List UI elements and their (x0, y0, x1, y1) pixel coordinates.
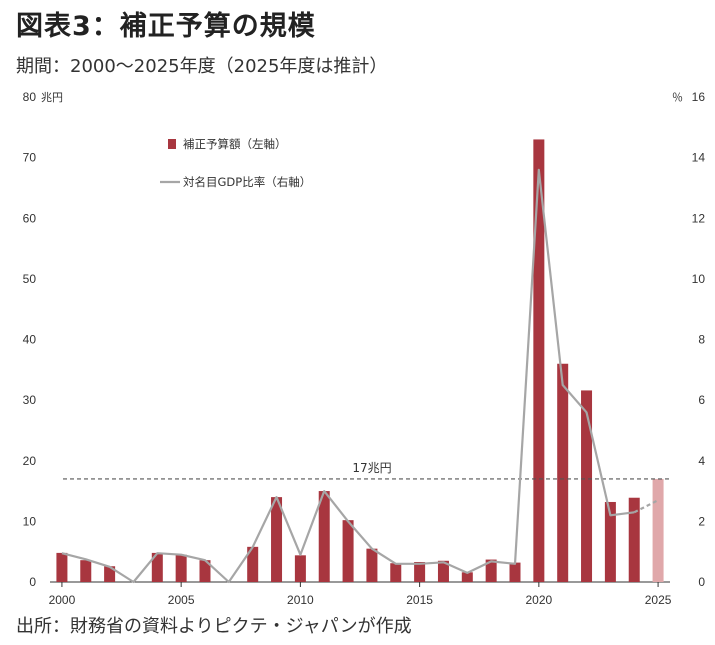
left-axis-tick-label: 70 (23, 151, 37, 165)
left-axis-tick-label: 80 (23, 90, 37, 104)
left-axis-tick-label: 30 (23, 393, 37, 407)
bar (199, 560, 211, 582)
left-axis-tick-label: 10 (23, 514, 37, 528)
left-axis-unit: 兆円 (41, 91, 63, 104)
x-axis-tick-label: 2025 (645, 593, 672, 607)
right-axis-unit: ％ (672, 91, 683, 104)
x-axis-tick-label: 2015 (406, 593, 433, 607)
bar-estimate (652, 478, 664, 582)
right-axis-tick-label: 6 (698, 393, 705, 407)
left-axis-tick-label: 0 (29, 575, 36, 589)
legend: 補正予算額（左軸） 対名目GDP比率（右軸） (160, 137, 311, 189)
left-axis-tick-label: 40 (23, 333, 37, 347)
bar (247, 546, 259, 582)
bars-layer (56, 139, 664, 582)
right-axis-tick-label: 14 (692, 151, 706, 165)
gdp-ratio-line-estimate (633, 499, 659, 514)
right-axis-tick-label: 8 (698, 333, 705, 347)
source-note: 出所：財務省の資料よりピクテ・ジャパンが作成 (16, 616, 412, 637)
bar (461, 572, 473, 582)
left-axis-tick-label: 60 (23, 211, 37, 225)
bar (485, 559, 497, 582)
bar (318, 491, 330, 582)
bar (509, 562, 521, 582)
chart-title: 図表3：補正予算の規模 (16, 11, 316, 42)
x-axis-tick-label: 2020 (525, 593, 552, 607)
right-axis-tick-label: 10 (692, 272, 706, 286)
bar (271, 497, 283, 582)
right-axis-tick-label: 12 (692, 211, 706, 225)
left-axis-tick-label: 20 (23, 454, 37, 468)
bar (80, 560, 92, 582)
x-axis-tick-label: 2005 (168, 593, 195, 607)
line-layer (61, 168, 659, 584)
x-axis-tick-label: 2010 (287, 593, 314, 607)
legend-label-bar: 補正予算額（左軸） (183, 137, 287, 151)
bar (533, 139, 545, 582)
bar (175, 554, 187, 582)
bar (390, 563, 402, 582)
legend-label-line: 対名目GDP比率（右軸） (183, 175, 311, 189)
chart-subtitle: 期間：2000～2025年度（2025年度は推計） (16, 56, 388, 77)
bar (294, 555, 306, 582)
bar (581, 390, 593, 582)
right-axis-tick-label: 16 (692, 90, 706, 104)
legend-swatch-bar (168, 139, 176, 149)
gdp-ratio-line (61, 168, 635, 584)
right-axis-tick-label: 0 (698, 575, 705, 589)
reference-line-label: 17兆円 (352, 461, 391, 475)
bar (151, 552, 163, 582)
bar (604, 501, 616, 582)
bar (437, 560, 449, 582)
bar (342, 520, 354, 582)
reference-layer: 17兆円 (63, 461, 670, 480)
bar (557, 363, 569, 582)
bar (366, 548, 378, 582)
x-axis-tick-label: 2000 (49, 593, 76, 607)
bar (628, 497, 640, 582)
left-axis-tick-label: 50 (23, 272, 37, 286)
bar (56, 552, 68, 582)
axes-layer: 0 10 20 30 40 50 60 70 80 兆円 0 2 4 6 8 10 12 14 16 ％ 2000 200… (23, 90, 706, 607)
bar (104, 566, 116, 582)
right-axis-tick-label: 4 (698, 454, 705, 468)
right-axis-tick-label: 2 (698, 514, 705, 528)
bar (414, 561, 426, 582)
